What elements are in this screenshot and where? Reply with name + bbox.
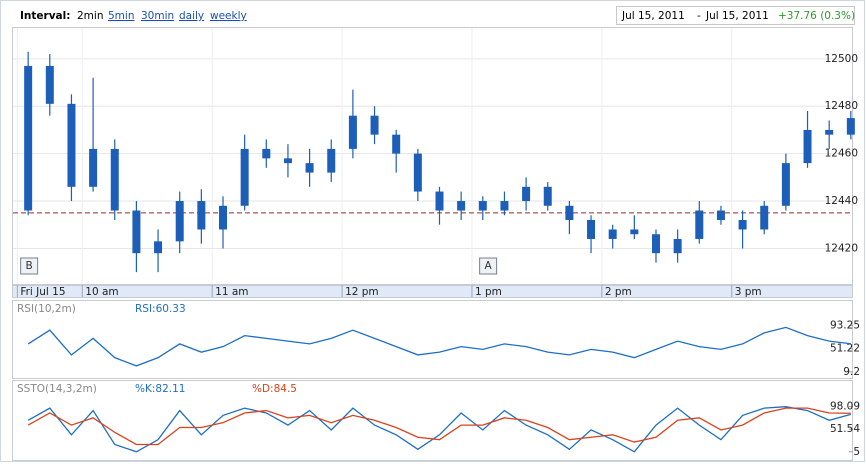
date-from[interactable]: Jul 15, 2011 — [621, 10, 685, 22]
y-tick-label: 12480 — [825, 100, 858, 112]
interval-option[interactable]: 2min — [77, 10, 103, 22]
candle-body — [392, 134, 401, 154]
candle-body — [327, 148, 336, 173]
rsi-panel — [12, 300, 853, 379]
y-tick-label: 93.25 — [830, 320, 860, 332]
y-tick-label: 98.09 — [830, 401, 860, 413]
y-tick-label: 12460 — [825, 148, 858, 160]
legend-entry: RSI:60.33 — [135, 303, 186, 315]
interval-option[interactable]: weekly — [210, 10, 247, 22]
y-tick-label: 9.2 — [843, 366, 860, 378]
ssto-panel — [12, 380, 853, 461]
annotation-label: B — [26, 260, 33, 272]
panel-title: RSI(10,2m) — [17, 303, 76, 315]
candle-body — [738, 220, 747, 230]
candle-body — [846, 118, 855, 135]
x-tick-label: 11 am — [215, 286, 248, 298]
candle-body — [67, 103, 76, 187]
candle-body — [803, 129, 812, 164]
y-tick-label: 12440 — [825, 195, 858, 207]
date-separator: - — [697, 10, 701, 22]
candle-body — [457, 201, 466, 211]
x-tick-label: 12 pm — [345, 286, 379, 298]
candle-body — [781, 163, 790, 206]
interval-option[interactable]: daily — [179, 10, 204, 22]
candle-body — [262, 148, 271, 159]
series-line — [27, 406, 852, 453]
y-tick-label: 51.54 — [830, 423, 860, 435]
x-tick-label: Fri Jul 15 — [20, 286, 65, 298]
candle-body — [522, 186, 531, 202]
candle-body — [695, 210, 704, 239]
legend-entry: %K:82.11 — [135, 383, 185, 395]
interval-option[interactable]: 5min — [108, 10, 134, 22]
candle-body — [110, 148, 119, 211]
annotation-box — [479, 257, 498, 275]
candle-body — [89, 148, 98, 187]
series-line — [27, 326, 851, 367]
annotation-box — [20, 257, 39, 275]
candle-body — [24, 65, 33, 211]
candle-body — [348, 115, 357, 149]
candle-body — [825, 129, 834, 135]
candle-body — [543, 186, 552, 206]
candle-body — [413, 153, 422, 192]
annotation-label: A — [485, 260, 493, 272]
date-to[interactable]: Jul 15, 2011 — [705, 10, 769, 22]
candle-body — [45, 65, 54, 104]
candle-body — [370, 115, 379, 135]
panel-title: SSTO(14,3,2m) — [17, 383, 97, 395]
candle-body — [478, 201, 487, 211]
candle-body — [630, 229, 639, 235]
candle-body — [283, 158, 292, 164]
candle-body — [219, 205, 227, 230]
candle-body — [716, 210, 725, 220]
interval-option[interactable]: 30min — [141, 10, 174, 22]
candle-body — [435, 191, 444, 211]
y-tick-label: 51.22 — [830, 343, 860, 355]
candle-body — [240, 148, 249, 206]
candle-body — [565, 205, 574, 220]
candle-body — [197, 201, 206, 230]
y-tick-label: 12420 — [825, 242, 858, 254]
date-box — [616, 6, 855, 25]
x-tick-label: 3 pm — [735, 286, 762, 298]
candle-body — [673, 238, 682, 254]
candle-body — [651, 234, 660, 254]
candle-body — [760, 205, 769, 230]
x-tick-label: 2 pm — [605, 286, 632, 298]
legend-entry: %D:84.5 — [252, 383, 297, 395]
main-panel — [12, 27, 853, 285]
candle-body — [175, 201, 184, 242]
candle-body — [608, 229, 617, 239]
candle-body — [154, 241, 163, 254]
x-tick-label: 1 pm — [475, 286, 502, 298]
y-tick-label: 5 — [853, 446, 860, 458]
x-axis-band — [12, 285, 853, 298]
y-tick-label: 12500 — [825, 53, 858, 65]
candle-body — [587, 220, 596, 239]
interval-label: Interval: — [20, 10, 70, 22]
candle-body — [500, 201, 509, 211]
candle-body — [305, 163, 314, 173]
series-line — [27, 407, 851, 446]
candle-body — [132, 210, 141, 254]
change: +37.76 (0.3%) — [778, 10, 855, 22]
x-tick-label: 10 am — [85, 286, 118, 298]
